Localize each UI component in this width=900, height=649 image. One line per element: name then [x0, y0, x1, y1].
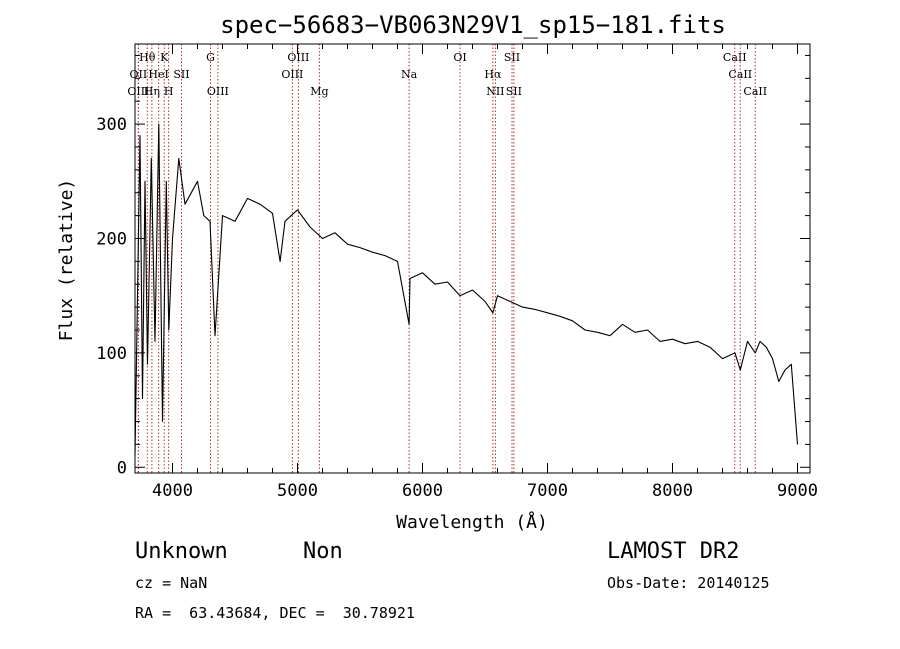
- object-class: Unknown: [135, 539, 228, 564]
- observation-date: Obs-Date: 20140125: [607, 574, 770, 592]
- spectral-line-markers: Hθ K G OIII OI SII CaII OII HeI SII OIII Na Hα CaII OI…: [127, 44, 767, 473]
- line-marker-label: OIII: [207, 85, 229, 98]
- y-tick-label: 200: [96, 229, 127, 249]
- line-marker-label: OIII: [127, 85, 149, 98]
- line-marker-label: Na: [401, 68, 418, 81]
- redshift-cz: cz = NaN: [135, 574, 208, 592]
- line-marker-label: OIII: [287, 51, 309, 64]
- coordinates: RA = 63.43684, DEC = 30.78921: [135, 604, 415, 622]
- line-marker-label: K: [160, 51, 169, 64]
- line-marker-label: H: [164, 85, 174, 98]
- line-marker-label: SII: [504, 51, 520, 64]
- chart-title: spec−56683−VB063N29V1_sp15−181.fits: [220, 11, 726, 39]
- line-marker-label: CaII: [743, 85, 767, 98]
- y-axis-label: Flux (relative): [56, 179, 77, 342]
- y-tick-label: 100: [96, 344, 127, 364]
- line-marker-label: G: [206, 51, 215, 64]
- x-axis-label: Wavelength (Å): [396, 511, 548, 533]
- x-tick-label: 8000: [652, 481, 693, 501]
- line-marker-label: OI: [453, 51, 466, 64]
- line-marker-label: OII: [130, 68, 148, 81]
- line-marker-label: Mg: [310, 85, 328, 98]
- object-subclass: Non: [303, 539, 343, 564]
- x-tick-label: 7000: [527, 481, 568, 501]
- line-marker-label: CaII: [723, 51, 747, 64]
- y-tick-label: 300: [96, 115, 127, 135]
- x-tick-label: 4000: [152, 481, 193, 501]
- spectrum-line: [134, 123, 799, 456]
- x-tick-label: 9000: [777, 481, 818, 501]
- line-marker-label: Hη: [144, 85, 160, 98]
- survey-name: LAMOST DR2: [607, 539, 740, 564]
- line-marker-label: SII: [506, 85, 522, 98]
- line-marker-label: HeI: [148, 68, 168, 81]
- x-tick-label: 5000: [277, 481, 318, 501]
- y-tick-label: 0: [117, 458, 127, 478]
- x-tick-label: 6000: [402, 481, 443, 501]
- axes: 4000 5000 6000 7000 8000 9000 0 100 200 300: [96, 44, 818, 501]
- line-marker-label: SII: [173, 68, 189, 81]
- spectrum-series: [134, 123, 799, 456]
- line-marker-label: NII: [486, 85, 504, 98]
- line-marker-label: Hθ: [139, 51, 156, 64]
- line-marker-label: CaII: [728, 68, 752, 81]
- line-marker-label: OIII: [281, 68, 303, 81]
- plot-frame: [134, 43, 811, 474]
- line-marker-label: Hα: [484, 68, 502, 81]
